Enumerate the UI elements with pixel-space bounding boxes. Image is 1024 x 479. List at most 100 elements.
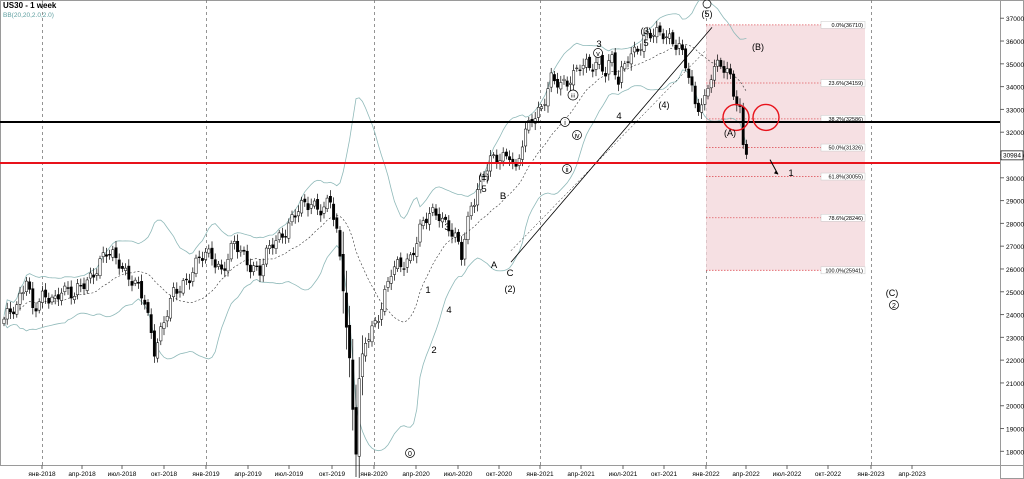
y-tick-label: 35000 [1006, 62, 1024, 69]
candle-body [28, 281, 32, 290]
x-tick-label: июл-2021 [609, 471, 638, 478]
candle-body [5, 308, 9, 320]
candle-body [184, 278, 188, 281]
candle-body [149, 314, 153, 333]
candle-body [476, 189, 480, 206]
wave-label: A [491, 260, 498, 271]
candle-body [69, 286, 73, 299]
y-tick-label: 30000 [1006, 176, 1024, 183]
candle-body [114, 247, 118, 259]
candle-body [303, 198, 307, 203]
candle-body [632, 46, 636, 53]
wave-label-circle [560, 117, 570, 127]
candle-body [741, 106, 745, 145]
candle-body [504, 151, 508, 157]
x-tick-label: апр-2020 [402, 471, 430, 478]
x-tick-label: янв-2018 [28, 471, 56, 478]
candle-body [34, 308, 38, 312]
candle-body [492, 154, 496, 156]
candle-body [277, 232, 281, 240]
candle-body [639, 49, 643, 51]
candle-body [607, 60, 611, 75]
candle-body [162, 322, 166, 329]
candle-body [172, 287, 176, 297]
x-tick-label: апр-2018 [68, 471, 96, 478]
candle-body [661, 33, 665, 40]
candle-body [588, 56, 592, 69]
candle-body [696, 102, 700, 112]
candle-body [88, 272, 92, 279]
candle-body [220, 264, 224, 270]
candle-body [693, 85, 697, 105]
wave-label: (B) [752, 42, 764, 52]
candle-body [386, 281, 390, 288]
trend-line-dashed [510, 49, 707, 251]
candle-body [447, 220, 451, 232]
candle-body [722, 66, 726, 73]
wave-label: 1 [788, 168, 793, 179]
wave-label: B [500, 191, 506, 202]
candle-body [175, 288, 179, 294]
candle-body [44, 289, 48, 298]
candle-body [66, 287, 70, 289]
candle-body [552, 74, 556, 82]
candle-body [223, 268, 227, 271]
candle-body [652, 34, 656, 37]
candle-body [101, 252, 105, 257]
candle-body [520, 146, 524, 160]
candle-body [152, 330, 156, 357]
candle-body [460, 241, 464, 260]
wave-label-circle [889, 300, 899, 310]
candle-body [18, 292, 22, 305]
candle-body [85, 279, 89, 291]
wave-label-circle [562, 164, 572, 174]
y-tick-label: 25000 [1006, 290, 1024, 297]
candle-body [236, 240, 240, 253]
wave-label: (1) [479, 172, 490, 182]
highlight-circle [722, 103, 750, 132]
candle-body [284, 236, 288, 238]
wave-label: (5) [702, 9, 713, 19]
y-tick-label: 22000 [1006, 358, 1024, 365]
candle-body [604, 73, 608, 77]
candle-body [466, 215, 470, 240]
wave-label: (A) [724, 128, 736, 138]
candle-body [402, 268, 406, 270]
candle-body [706, 88, 710, 97]
wave-label: (C) [886, 288, 899, 298]
candle-body [210, 247, 214, 260]
candle-body [431, 207, 435, 213]
candle-body [664, 36, 668, 38]
x-tick-label: янв-2022 [692, 471, 720, 478]
candle-body [636, 48, 640, 52]
fib-label-box [820, 214, 866, 222]
candle-body [536, 107, 540, 118]
candle-body [629, 53, 633, 65]
candle-body [165, 316, 169, 322]
fib-label-box [820, 21, 866, 29]
x-tick-label: янв-2020 [360, 471, 388, 478]
candle-body [143, 299, 147, 305]
last-price-label: 30984 [1003, 153, 1021, 160]
fib-label-box [820, 266, 866, 275]
fib-label-box [820, 172, 866, 181]
candle-body [252, 265, 256, 272]
candle-body [437, 213, 441, 222]
y-tick-label: 23000 [1006, 335, 1024, 342]
candle-body [344, 292, 348, 328]
candle-body [719, 60, 723, 67]
candle-body [287, 222, 291, 239]
candle-body [255, 265, 259, 267]
candle-body [565, 80, 569, 87]
candle-body [312, 200, 316, 207]
wave-label-circle [572, 130, 582, 140]
wave-label: ii [565, 167, 569, 174]
candle-body [562, 78, 566, 82]
candle-body [463, 238, 467, 260]
candle-body [290, 214, 294, 223]
candle-body [597, 57, 601, 65]
candle-body [296, 211, 300, 217]
candle-body [117, 259, 121, 269]
indicator-label: BB(20,20,2.0,2.0) [3, 12, 54, 19]
